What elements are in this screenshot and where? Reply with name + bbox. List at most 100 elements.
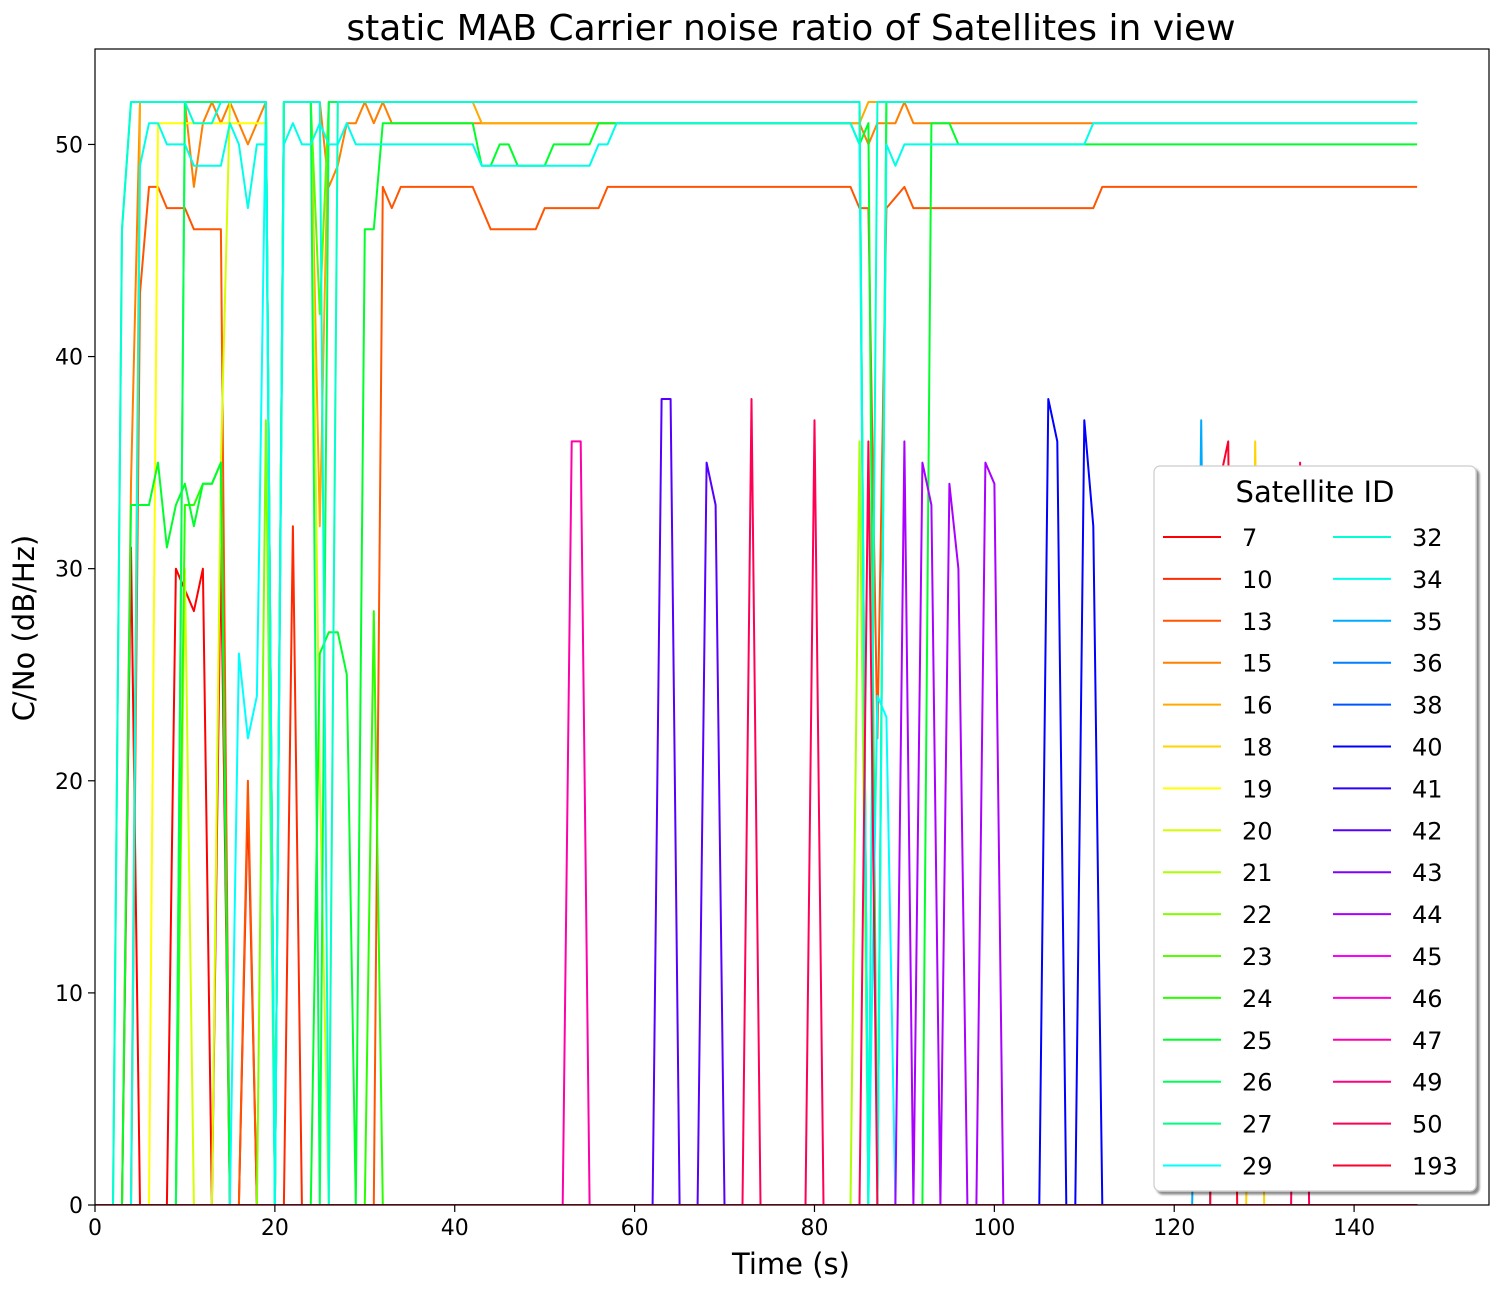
y-tick-label: 20 bbox=[55, 770, 83, 795]
legend-item-41: 41 bbox=[1333, 775, 1443, 803]
series-line-42 bbox=[95, 398, 1418, 1205]
legend-item-10: 10 bbox=[1163, 566, 1273, 594]
x-axis-label: Time (s) bbox=[731, 1247, 850, 1281]
legend-label: 10 bbox=[1242, 566, 1273, 594]
legend-item-43: 43 bbox=[1333, 859, 1443, 887]
y-tick-label: 50 bbox=[55, 133, 83, 158]
series-line-193 bbox=[95, 440, 1418, 1205]
series-line-47 bbox=[95, 440, 1418, 1205]
y-axis: 0 10 20 30 40 50 bbox=[55, 133, 95, 1219]
legend-label: 38 bbox=[1412, 692, 1443, 720]
x-tick-label: 80 bbox=[800, 1216, 828, 1241]
legend-item-32: 32 bbox=[1333, 524, 1443, 552]
legend-label: 49 bbox=[1412, 1069, 1443, 1097]
legend-label: 23 bbox=[1242, 943, 1273, 971]
legend-label: 26 bbox=[1242, 1069, 1273, 1097]
legend-item-35: 35 bbox=[1333, 608, 1443, 636]
legend-label: 36 bbox=[1412, 650, 1443, 678]
series-line-35 bbox=[95, 419, 1418, 1205]
series-line-22 bbox=[95, 419, 1418, 1205]
legend-item-13: 13 bbox=[1163, 608, 1273, 636]
series-line-40 bbox=[95, 398, 1418, 1205]
legend-label: 29 bbox=[1242, 1153, 1273, 1181]
legend-item-25: 25 bbox=[1163, 1027, 1273, 1055]
x-axis: 0 20 40 60 80 100 120 140 bbox=[88, 1205, 1375, 1241]
legend-item-44: 44 bbox=[1333, 901, 1443, 929]
legend-label: 18 bbox=[1242, 734, 1273, 762]
series-line-50 bbox=[95, 398, 1418, 1205]
series-line-32 bbox=[95, 101, 1418, 1205]
legend-label: 43 bbox=[1412, 859, 1443, 887]
y-tick-label: 30 bbox=[55, 558, 83, 583]
x-tick-label: 120 bbox=[1153, 1216, 1195, 1241]
legend-item-23: 23 bbox=[1163, 943, 1273, 971]
series-line-18 bbox=[95, 440, 1418, 1205]
series-line-13 bbox=[95, 185, 1418, 1205]
legend-item-7: 7 bbox=[1163, 524, 1257, 552]
legend-label: 41 bbox=[1412, 775, 1443, 803]
legend-item-27: 27 bbox=[1163, 1111, 1273, 1139]
legend-item-40: 40 bbox=[1333, 734, 1443, 762]
legend-label: 13 bbox=[1242, 608, 1273, 636]
legend-item-34: 34 bbox=[1333, 566, 1443, 594]
x-tick-label: 140 bbox=[1333, 1216, 1375, 1241]
legend-item-49: 49 bbox=[1333, 1069, 1443, 1097]
legend-item-50: 50 bbox=[1333, 1111, 1443, 1139]
legend-label: 35 bbox=[1412, 608, 1443, 636]
legend-item-16: 16 bbox=[1163, 692, 1273, 720]
plot-frame bbox=[94, 48, 1490, 1206]
legend-label: 42 bbox=[1412, 817, 1443, 845]
legend-label: 25 bbox=[1242, 1027, 1273, 1055]
legend-label: 20 bbox=[1242, 817, 1273, 845]
legend-label: 21 bbox=[1242, 859, 1273, 887]
legend-label: 19 bbox=[1242, 775, 1273, 803]
legend-item-22: 22 bbox=[1163, 901, 1273, 929]
legend: Satellite ID 7 10 13 15 16 18 19 20 21 22 23 24 25 26… bbox=[1153, 465, 1477, 1192]
legend-item-42: 42 bbox=[1333, 817, 1443, 845]
legend-item-18: 18 bbox=[1163, 734, 1273, 762]
series-line-21 bbox=[95, 440, 1418, 1205]
legend-label: 46 bbox=[1412, 985, 1443, 1013]
series-line-10 bbox=[95, 525, 1418, 1205]
series-line-44 bbox=[95, 440, 1418, 1205]
legend-box bbox=[1153, 465, 1477, 1192]
legend-label: 40 bbox=[1412, 734, 1443, 762]
series-layer bbox=[95, 101, 1418, 1205]
legend-item-36: 36 bbox=[1333, 650, 1443, 678]
x-tick-label: 40 bbox=[441, 1216, 469, 1241]
y-tick-label: 0 bbox=[69, 1194, 83, 1219]
legend-label: 193 bbox=[1412, 1153, 1458, 1181]
legend-label: 50 bbox=[1412, 1111, 1443, 1139]
legend-item-20: 20 bbox=[1163, 817, 1273, 845]
legend-label: 34 bbox=[1412, 566, 1443, 594]
legend-item-29: 29 bbox=[1163, 1153, 1273, 1181]
x-tick-label: 100 bbox=[973, 1216, 1015, 1241]
legend-item-45: 45 bbox=[1333, 943, 1443, 971]
legend-item-193: 193 bbox=[1333, 1153, 1458, 1181]
legend-label: 47 bbox=[1412, 1027, 1443, 1055]
legend-item-38: 38 bbox=[1333, 692, 1443, 720]
x-tick-label: 60 bbox=[621, 1216, 649, 1241]
legend-item-26: 26 bbox=[1163, 1069, 1273, 1097]
legend-label: 44 bbox=[1412, 901, 1443, 929]
legend-label: 16 bbox=[1242, 692, 1273, 720]
legend-label: 15 bbox=[1242, 650, 1273, 678]
legend-label: 7 bbox=[1242, 524, 1257, 552]
y-axis-label: C/No (dB/Hz) bbox=[7, 535, 41, 721]
series-line-34 bbox=[95, 122, 1418, 1205]
legend-item-21: 21 bbox=[1163, 859, 1273, 887]
legend-item-24: 24 bbox=[1163, 985, 1273, 1013]
legend-label: 22 bbox=[1242, 901, 1273, 929]
legend-label: 27 bbox=[1242, 1111, 1273, 1139]
y-tick-label: 10 bbox=[55, 982, 83, 1007]
legend-item-46: 46 bbox=[1333, 985, 1443, 1013]
chart-title: static MAB Carrier noise ratio of Satell… bbox=[346, 8, 1235, 49]
x-tick-label: 20 bbox=[261, 1216, 289, 1241]
legend-label: 45 bbox=[1412, 943, 1443, 971]
legend-item-19: 19 bbox=[1163, 775, 1273, 803]
legend-label: 24 bbox=[1242, 985, 1273, 1013]
x-tick-label: 0 bbox=[88, 1216, 102, 1241]
legend-item-47: 47 bbox=[1333, 1027, 1443, 1055]
legend-label: 32 bbox=[1412, 524, 1443, 552]
